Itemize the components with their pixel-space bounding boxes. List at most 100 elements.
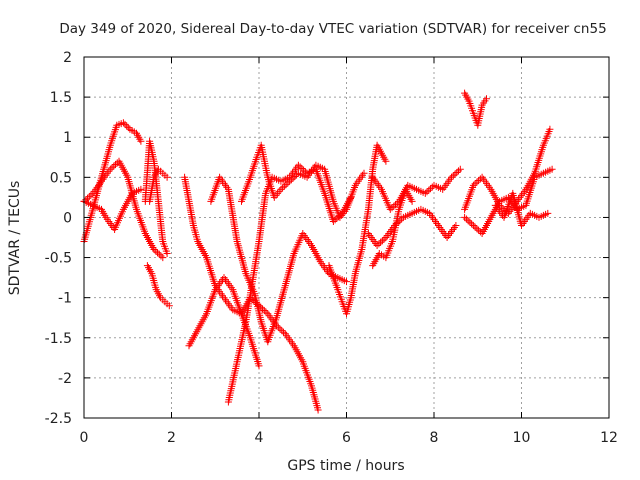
data-point [425,186,433,194]
data-point [287,176,295,184]
y-axis-label: SDTVAR / TECUs [7,181,23,296]
data-point [110,162,118,170]
y-tick-label: -2.5 [45,411,72,427]
data-point [377,238,385,246]
y-tick-label: 2 [63,50,72,66]
data-point [284,179,292,187]
data-point [291,173,299,180]
grid [84,57,609,418]
data-point [276,325,284,333]
series-arc-e [143,262,173,310]
data-point [85,193,93,201]
data-point [468,220,476,228]
data-point [137,137,145,145]
y-tick-labels: 2 1.5 1 0.5 0 -0.5 -1 -1.5 -2 -2.5 [45,50,72,427]
data-point [84,194,91,202]
y-tick-label: -1.5 [45,331,72,347]
data-point [548,165,556,173]
data-point [163,250,171,257]
data-point [159,254,167,262]
x-tick-label: 10 [513,430,531,446]
data-point [331,216,339,224]
data-point [87,191,95,199]
series-arc-l [325,141,390,318]
data-point [475,177,483,184]
data-point [157,252,165,260]
data-point [343,278,350,286]
y-tick-label: -2 [58,371,72,387]
data-point [455,167,462,175]
data-point [262,308,270,316]
data-point [293,171,301,179]
data-point [155,250,163,258]
data-point [428,183,436,191]
data-point [124,124,132,132]
series-arc-i [207,173,350,346]
data-point [469,181,477,189]
x-tick-label: 4 [255,430,264,446]
data-point [165,302,173,310]
data-point [388,204,396,212]
y-tick-label: -1 [58,291,72,307]
data-point [300,166,308,174]
y-tick-label: 0 [63,210,72,226]
data-point [448,173,455,181]
data-point [294,161,302,169]
series-arc-r [461,165,556,237]
data-point [298,165,306,172]
series-arc-f [146,165,171,205]
data-point [471,223,479,231]
data-point [375,240,383,248]
data-point [475,226,483,234]
data-point [106,165,114,173]
x-tick-labels: 0 2 4 6 8 10 12 [80,430,618,446]
data-point [108,164,116,172]
data-points [80,89,556,414]
data-point [382,157,390,165]
x-tick-label: 8 [430,430,439,446]
data-point [378,237,386,245]
data-point [152,247,160,255]
data-point [427,185,434,193]
series-arc-k [238,141,368,221]
data-point [546,125,554,133]
data-point [453,169,461,176]
data-point [279,184,287,192]
data-point [112,161,119,168]
series-arc-j [224,161,355,406]
data-point [329,218,337,225]
series-arc-p [461,89,490,129]
y-tick-label: -0.5 [45,251,72,267]
x-axis-label: GPS time / hours [287,458,404,474]
data-point [473,225,481,233]
data-point [466,218,474,226]
data-point [121,120,129,128]
data-point [390,202,398,210]
series-arc-m [364,205,460,249]
data-point [137,185,145,193]
y-tick-label: 1.5 [50,90,72,106]
data-point [408,197,416,205]
data-point [451,170,459,178]
data-point [462,215,470,223]
x-tick-label: 2 [167,430,176,446]
data-point [452,222,460,229]
series-arc-o [369,185,416,270]
data-point [473,178,481,186]
x-tick-label: 0 [80,430,89,446]
data-point [386,205,394,213]
data-point [456,165,464,173]
data-point [483,95,490,103]
data-point [421,189,429,197]
data-point [314,406,322,414]
data-point [544,209,552,217]
data-point [280,182,288,190]
data-point [360,169,368,177]
data-point [280,328,287,336]
data-point [277,185,285,193]
x-tick-label: 6 [342,430,351,446]
data-point [289,174,297,182]
series-arc-n [369,165,464,213]
tick-marks [83,56,610,419]
data-point [469,222,477,229]
